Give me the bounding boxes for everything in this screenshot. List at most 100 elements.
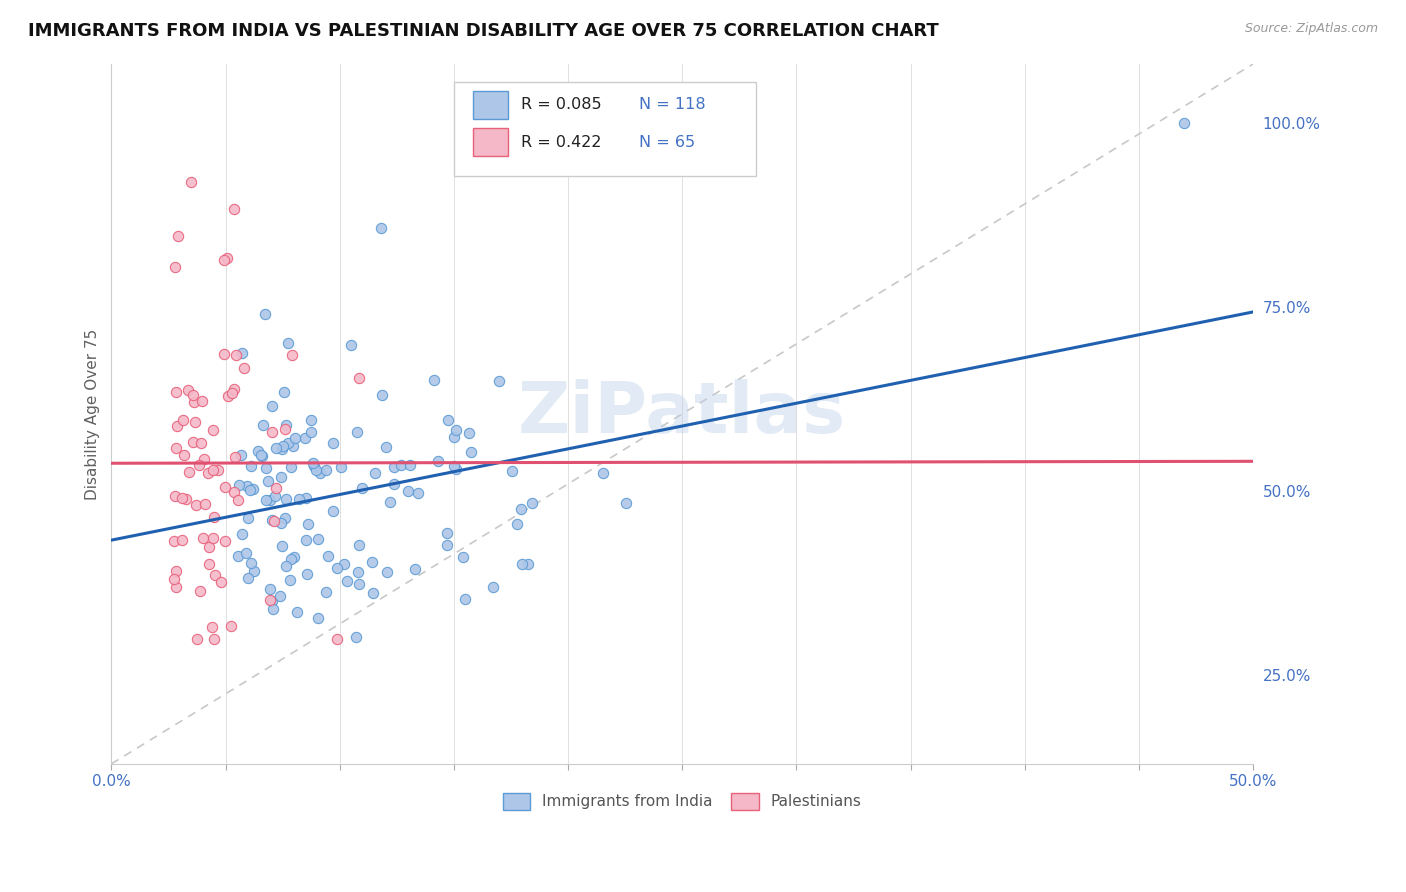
Point [165,442,187,456]
Point [186,632,208,646]
Point [184,499,207,513]
Point [240,458,263,473]
Point [165,580,187,594]
Point [214,480,236,494]
Point [232,361,254,376]
Point [273,422,295,436]
Point [280,460,302,475]
Point [349,371,371,385]
Point [214,534,236,549]
Point [520,496,543,510]
Point [340,338,363,352]
Point [297,516,319,531]
Point [202,632,225,646]
Point [361,586,384,600]
Point [202,423,225,437]
Point [274,558,297,573]
Point [335,574,357,588]
Point [330,459,353,474]
Point [446,461,468,475]
Point [183,434,205,449]
Point [274,418,297,433]
Point [283,550,305,565]
Point [166,418,188,433]
Text: Source: ZipAtlas.com: Source: ZipAtlas.com [1244,22,1378,36]
Point [219,618,242,632]
Point [346,565,368,579]
Point [262,425,284,440]
Point [396,484,419,499]
Point [197,557,219,571]
Point [399,458,422,472]
Point [281,348,304,362]
Point [302,457,325,471]
Point [458,426,481,441]
FancyBboxPatch shape [454,81,756,176]
Point [1173,116,1195,130]
Point [236,479,259,493]
Point [592,466,614,480]
Point [288,492,311,507]
Point [198,541,221,555]
Point [228,478,250,492]
Point [506,516,529,531]
Text: N = 118: N = 118 [638,97,706,112]
Point [172,413,194,427]
Point [316,549,339,563]
Point [295,567,318,582]
Point [217,389,239,403]
Point [242,482,264,496]
Point [226,549,249,564]
Point [254,461,277,475]
Point [163,489,186,503]
Point [174,491,197,506]
Point [222,202,245,216]
Point [307,532,329,546]
Point [276,492,298,507]
Point [309,466,332,480]
Point [322,504,344,518]
Point [271,440,294,454]
Point [163,533,186,548]
Point [301,425,323,439]
Point [389,458,412,473]
Point [193,531,215,545]
Point [270,516,292,530]
Point [170,491,193,505]
Point [239,483,262,497]
Point [451,549,474,564]
Point [344,630,367,644]
Point [516,557,538,571]
Text: N = 65: N = 65 [638,135,695,150]
Point [243,564,266,578]
Point [260,399,283,413]
Point [221,385,243,400]
Point [501,464,523,478]
Point [188,458,211,472]
Text: R = 0.085: R = 0.085 [522,97,602,112]
Point [315,462,337,476]
Point [165,384,187,399]
Point [280,552,302,566]
Point [209,575,232,590]
Point [374,440,396,454]
Point [236,511,259,525]
Point [264,441,287,455]
Point [326,632,349,646]
Point [278,573,301,587]
Point [204,568,226,582]
Point [347,538,370,552]
Point [378,494,401,508]
FancyBboxPatch shape [474,91,508,119]
Point [257,474,280,488]
Point [259,593,281,607]
Point [284,431,307,445]
Point [269,589,291,603]
Point [270,539,292,553]
Point [370,221,392,235]
Point [360,555,382,569]
Point [510,557,533,571]
Point [446,423,468,437]
Point [202,509,225,524]
Point [285,606,308,620]
